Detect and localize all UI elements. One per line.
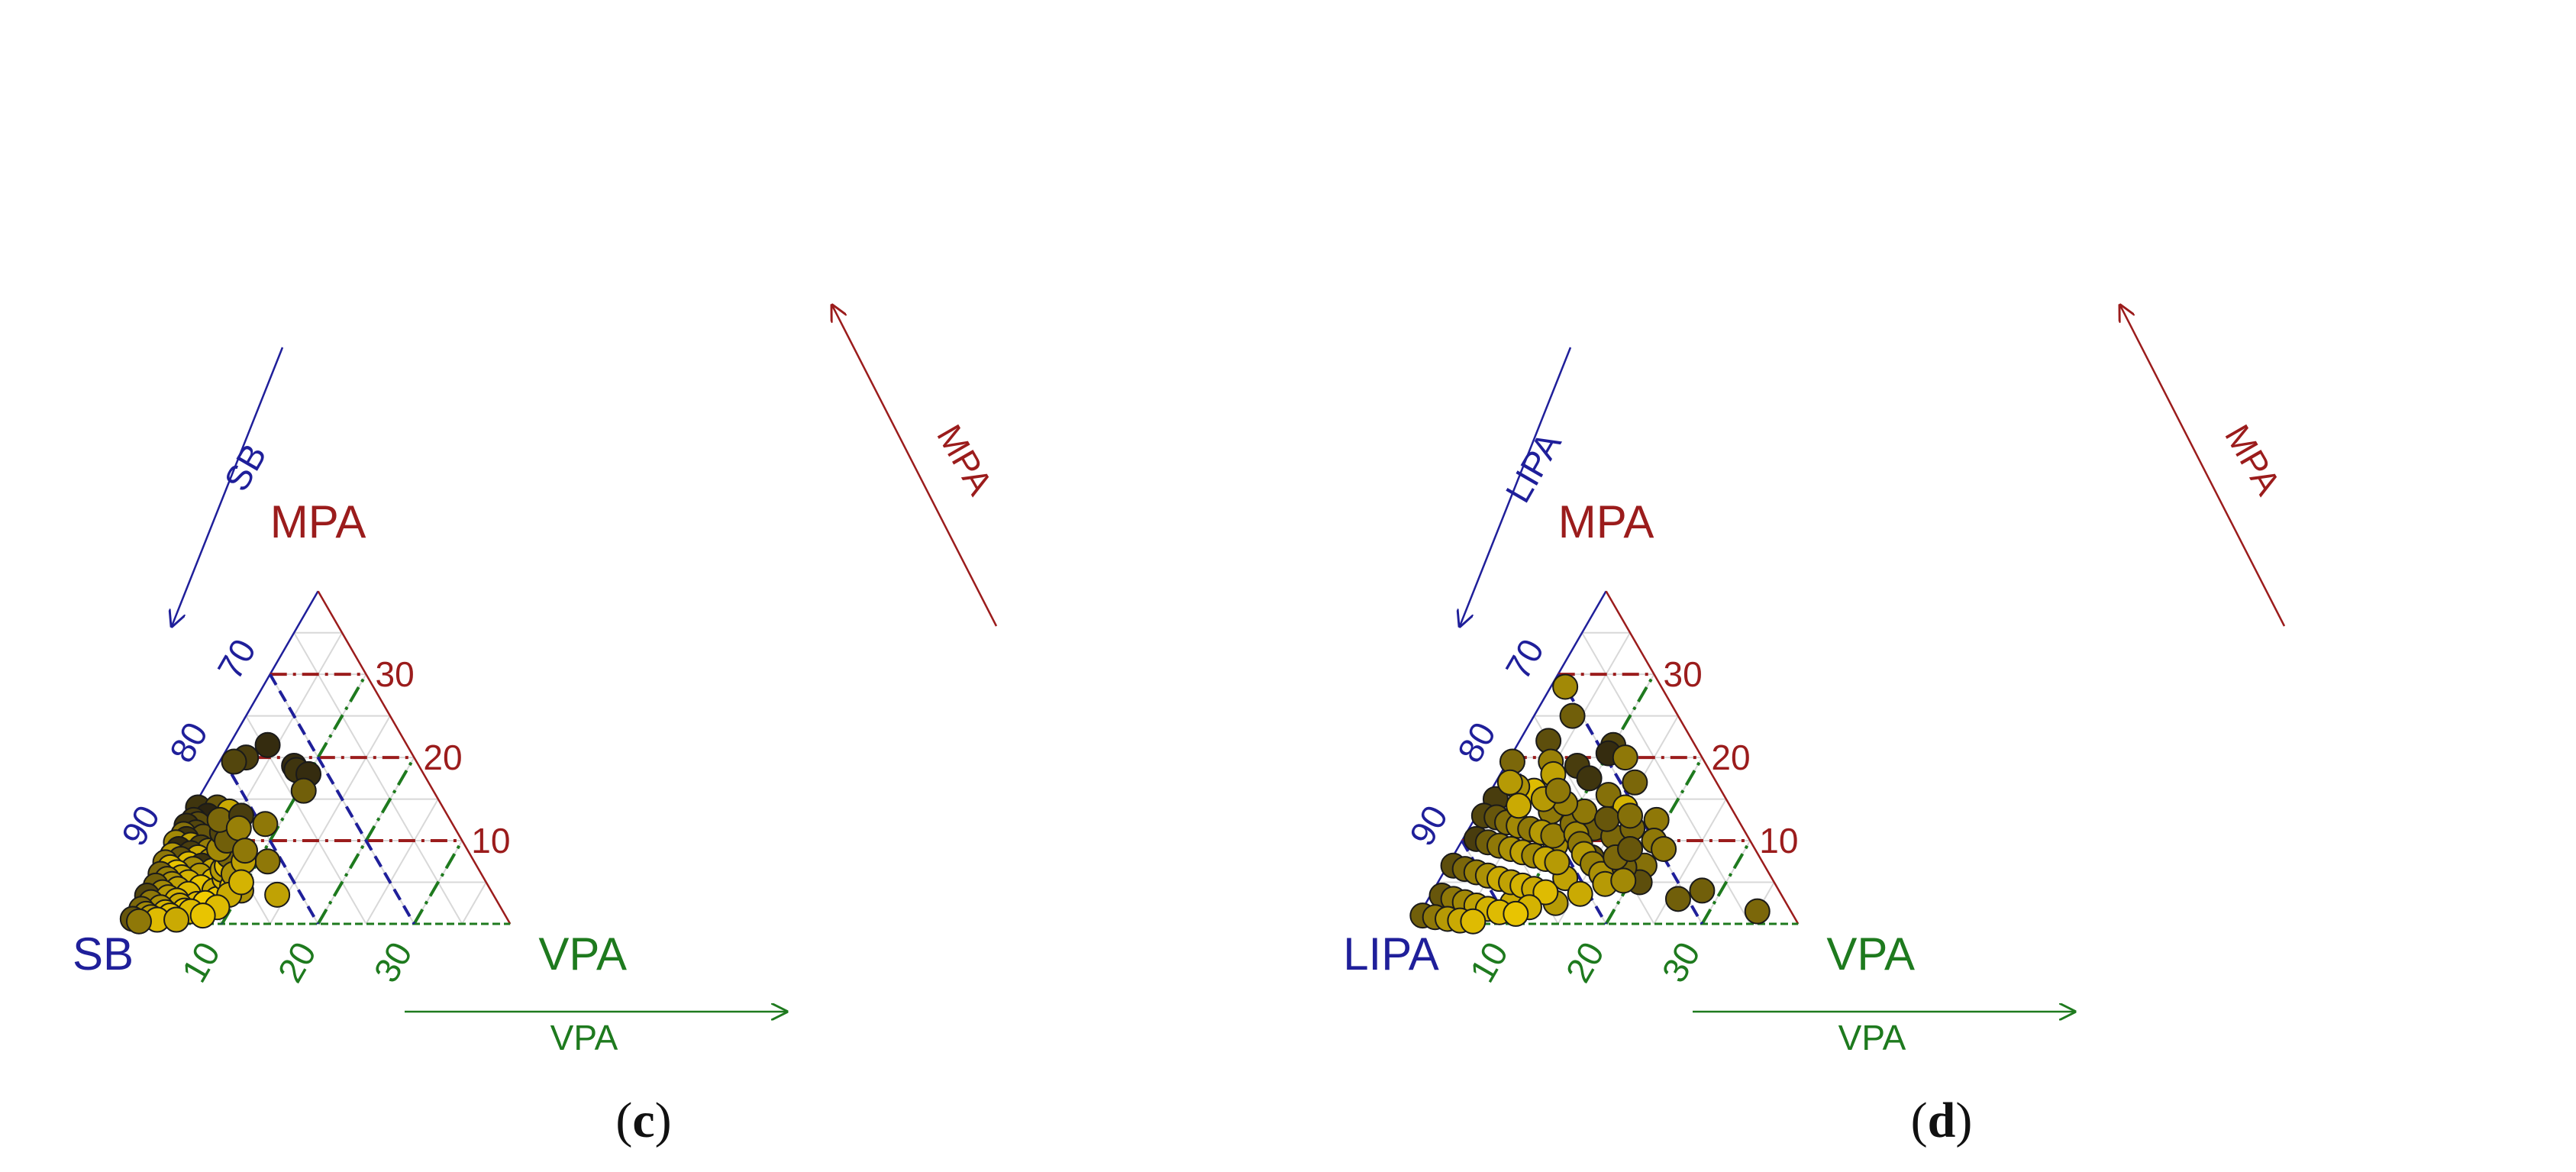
vpa-reference-line [1700,840,1752,925]
data-point [125,908,152,935]
grid-line [293,632,463,925]
bottom-tick-label: 10 [174,935,228,989]
left-tick-label: 90 [114,799,168,852]
data-point [1544,849,1570,876]
data-point [1593,806,1620,832]
left-tick-label: 80 [1450,715,1504,769]
data-point [1552,673,1579,700]
data-point [290,777,317,804]
data-point [225,815,252,841]
grid-line [269,715,391,925]
right-axis-arrow [832,305,998,627]
data-point [252,811,279,838]
data-point [264,881,291,908]
data-point [1651,835,1677,862]
vertex-label-top: MPA [270,496,366,547]
bottom-tick-label: 20 [1558,935,1612,989]
data-points [1409,673,1771,935]
left-axis-arrow [172,347,284,626]
data-point [1612,744,1638,771]
data-point [1559,702,1586,729]
left-tick-label: 80 [162,715,216,769]
data-point [163,906,190,933]
vertex-label-left: LIPA [1343,928,1439,980]
right-tick-label: 10 [1759,821,1798,860]
left-axis-arrow [1460,347,1572,626]
panel-caption-c: (c) [615,1093,672,1148]
bottom-tick-label: 10 [1462,935,1516,989]
data-point [1622,769,1648,796]
bottom-axis-arrow-label: VPA [1838,1018,1906,1057]
data-point [1532,879,1559,906]
caption-letter: c [632,1093,655,1148]
left-tick-label: 90 [1402,799,1456,852]
right-tick-label: 10 [471,821,510,860]
right-axis-arrow-label: MPA [2217,418,2288,502]
data-point [231,838,258,864]
data-point [1610,867,1637,894]
right-axis-arrow [2120,305,2286,627]
data-points [119,731,322,935]
right-tick-label: 30 [376,654,415,694]
left-tick-label: 70 [210,632,264,686]
data-point [1576,765,1603,792]
bottom-axis-arrow-label: VPA [550,1018,618,1057]
ternary-panel-c: 70 80 90 30 20 10 10 20 30 MPA SB VPA SB MPA VPA [73,0,1001,1057]
data-point [1506,793,1532,819]
bottom-tick-label: 30 [1654,935,1708,989]
data-point [1617,835,1644,862]
right-tick-label: 20 [1711,738,1750,777]
left-tick-label: 70 [1498,632,1552,686]
data-point [1545,777,1571,804]
data-point [1567,880,1593,907]
data-point [1689,877,1716,904]
data-point [189,902,216,929]
third-reference-line [268,673,416,925]
grid-line [365,799,439,925]
data-point [254,731,281,758]
vpa-reference-line [412,840,464,925]
right-tick-label: 30 [1664,654,1703,694]
left-axis-arrow-label: SB [216,437,274,497]
data-point [1460,908,1487,935]
grid-line [461,882,487,925]
data-point [1664,886,1691,912]
data-point [1496,769,1523,796]
ternary-panel-d: 70 80 90 30 20 10 10 20 30 MPA LIPA VPA LIPA MPA VPA [1288,0,2576,1172]
right-edge [1605,590,1800,925]
right-edge [317,590,512,925]
data-point [1503,900,1529,927]
panel-caption-d: (d) [1910,1093,1973,1148]
data-point [1744,898,1771,925]
grid-line [1581,632,1751,925]
bottom-tick-label: 20 [270,935,324,989]
vertex-label-left: SB [73,928,134,980]
data-point [254,848,281,875]
vertex-label-right: VPA [1826,928,1915,980]
vertex-label-top: MPA [1558,496,1654,547]
data-point [221,748,247,775]
vertex-label-right: VPA [538,928,627,980]
bottom-tick-label: 30 [366,935,420,989]
third-reference-line [221,757,320,925]
data-point [228,869,254,896]
right-axis-arrow-label: MPA [929,418,1000,502]
data-point [1617,802,1644,829]
right-tick-label: 20 [423,738,462,777]
caption-letter: d [1927,1093,1956,1148]
